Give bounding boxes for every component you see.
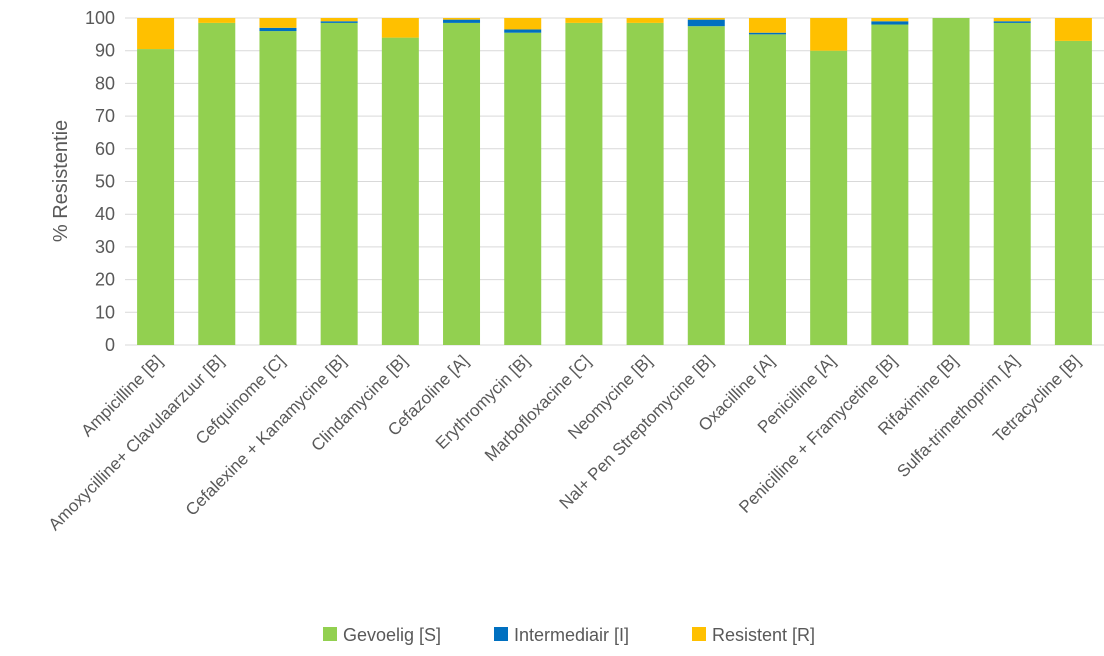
legend-label: Resistent [R] [712, 625, 815, 645]
legend: Gevoelig [S] Intermediair [I] Resistent [R… [323, 625, 815, 645]
bar-segment [993, 18, 1031, 22]
bar-segment [320, 21, 358, 23]
bar-segment [381, 37, 419, 346]
legend-label: Gevoelig [S] [343, 625, 441, 645]
bar-segment [932, 18, 970, 345]
y-tick-label: 0 [105, 335, 115, 355]
bar-segment [565, 22, 603, 346]
bar-segment [137, 49, 175, 345]
y-tick-label: 70 [95, 106, 115, 126]
bar-segment [810, 18, 848, 51]
legend-swatch [494, 627, 508, 641]
bar-segment [320, 22, 358, 346]
legend-swatch [692, 627, 706, 641]
bar-segment [198, 18, 236, 23]
bar-segment [748, 32, 786, 35]
bar-segment [687, 19, 725, 27]
legend-label: Intermediair [I] [514, 625, 629, 645]
y-tick-label: 50 [95, 172, 115, 192]
bar-segment [626, 22, 664, 346]
bar-segment [259, 31, 297, 346]
bar-segment [1054, 40, 1092, 345]
y-tick-label: 90 [95, 41, 115, 61]
bar-segment [443, 19, 481, 23]
bar-segment [687, 26, 725, 346]
bar-segment [1054, 18, 1092, 41]
bar-segment [687, 18, 725, 20]
bar-segment [259, 27, 297, 32]
bar-segment [504, 18, 542, 30]
bar-segment [198, 22, 236, 346]
y-tick-label: 80 [95, 73, 115, 93]
y-tick-label: 40 [95, 204, 115, 224]
bar-segment [871, 21, 909, 25]
bar-segment [871, 18, 909, 22]
x-category-label: Marbofloxacine [C] [481, 351, 595, 465]
legend-swatch [323, 627, 337, 641]
bar-segment [320, 18, 358, 22]
bar-segment [381, 18, 419, 38]
bar-segment [443, 18, 481, 20]
y-axis-title: % Resistentie [50, 120, 72, 242]
bar-segment [748, 34, 786, 345]
bar-segment [993, 22, 1031, 346]
y-tick-label: 30 [95, 237, 115, 257]
bars [137, 18, 1092, 346]
bar-segment [504, 32, 542, 346]
y-tick-label: 100 [85, 8, 115, 28]
bar-segment [626, 18, 664, 23]
bar-segment [871, 24, 909, 345]
bar-segment [565, 18, 603, 23]
bar-segment [137, 18, 175, 50]
bar-segment [443, 22, 481, 346]
bar-segment [748, 18, 786, 33]
y-tick-label: 10 [95, 302, 115, 322]
x-category-label: Sulfa-trimethoprim [A] [893, 351, 1023, 481]
bar-segment [504, 29, 542, 33]
y-axis-ticks: 0 10 20 30 40 50 60 70 80 90 100 [85, 8, 115, 355]
bar-segment [993, 21, 1031, 23]
bar-segment [259, 18, 297, 28]
x-axis-labels: Ampicilline [B]Amoxycilline+ Clavulaarzu… [45, 351, 1084, 534]
y-tick-label: 60 [95, 139, 115, 159]
y-tick-label: 20 [95, 270, 115, 290]
bar-segment [810, 50, 848, 345]
